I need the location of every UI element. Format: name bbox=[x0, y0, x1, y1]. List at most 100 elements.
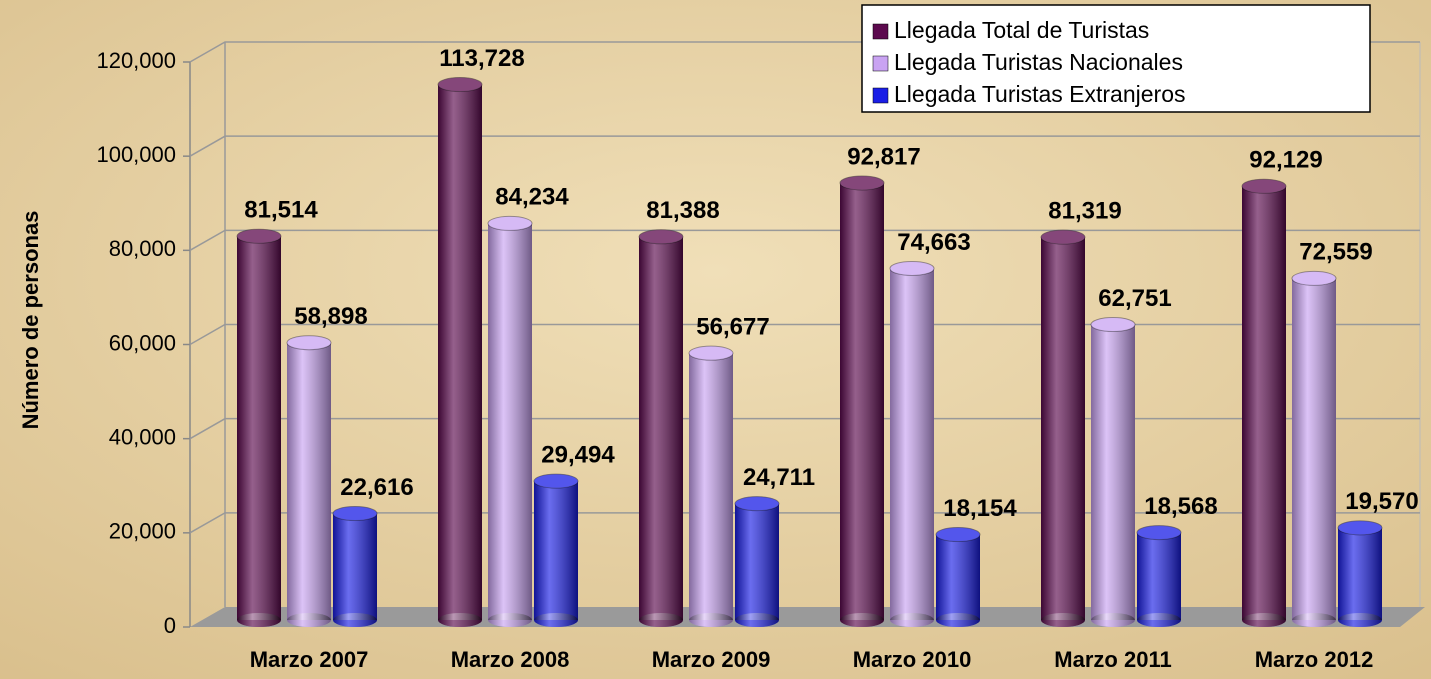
legend-swatch bbox=[872, 55, 889, 72]
value-label: 18,154 bbox=[943, 495, 1017, 522]
cylinder bbox=[688, 345, 734, 627]
value-label: 74,663 bbox=[897, 229, 970, 256]
cylinder-top bbox=[1090, 317, 1136, 333]
cylinder-top-shine bbox=[1137, 525, 1181, 540]
cylinder-shade bbox=[333, 513, 377, 620]
grid-line bbox=[189, 512, 1420, 534]
cylinder-top bbox=[1291, 270, 1337, 286]
cylinder-shade bbox=[1091, 324, 1135, 620]
grid-line bbox=[189, 135, 1420, 157]
cylinder-shade bbox=[936, 534, 980, 620]
y-tick-label: 80,000 bbox=[109, 236, 176, 261]
y-tick-label: 20,000 bbox=[109, 519, 176, 544]
cylinder-top-shine bbox=[936, 527, 980, 542]
cylinder bbox=[1136, 525, 1182, 627]
cylinder bbox=[638, 229, 684, 627]
cylinder bbox=[1337, 520, 1383, 627]
cylinder bbox=[286, 335, 332, 627]
cylinder-top bbox=[1337, 520, 1383, 536]
cylinder-top-shine bbox=[534, 474, 578, 489]
grid-line bbox=[189, 323, 1420, 346]
y-tick-label: 60,000 bbox=[109, 330, 176, 355]
cylinder-shade bbox=[735, 503, 779, 620]
cylinder bbox=[1090, 317, 1136, 627]
cylinder-shade bbox=[1041, 237, 1085, 620]
cylinder bbox=[236, 228, 282, 627]
value-label: 22,616 bbox=[340, 474, 413, 501]
cylinder bbox=[839, 175, 885, 627]
y-axis-label: Número de personas bbox=[18, 211, 43, 430]
cylinder-top bbox=[286, 335, 332, 351]
cylinder-top-shine bbox=[287, 335, 331, 350]
cylinder-top bbox=[533, 473, 579, 489]
value-label: 29,494 bbox=[541, 441, 615, 468]
cylinder bbox=[889, 260, 935, 627]
cylinder-top-shine bbox=[1242, 179, 1286, 194]
cylinder-top bbox=[236, 228, 282, 244]
value-label: 81,388 bbox=[646, 197, 719, 224]
cylinder-top-shine bbox=[1292, 271, 1336, 286]
legend-label: Llegada Turistas Extranjeros bbox=[894, 81, 1186, 107]
value-label: 56,677 bbox=[696, 313, 769, 340]
cylinder-top-shine bbox=[840, 175, 884, 190]
cylinder-shade bbox=[890, 268, 934, 620]
cylinder-top bbox=[839, 175, 885, 191]
value-label: 62,751 bbox=[1098, 285, 1171, 312]
cylinder bbox=[734, 496, 780, 627]
legend-swatch bbox=[872, 23, 889, 40]
cylinder-top bbox=[935, 527, 981, 543]
value-label: 72,559 bbox=[1299, 239, 1372, 266]
cylinder-shade bbox=[1242, 186, 1286, 620]
cylinder bbox=[1040, 229, 1086, 627]
y-tick-label: 40,000 bbox=[109, 424, 176, 449]
x-tick-label: Marzo 2011 bbox=[1054, 647, 1171, 672]
y-tick-label: 0 bbox=[164, 613, 176, 638]
value-label: 18,568 bbox=[1144, 493, 1217, 520]
cylinder-top-shine bbox=[639, 229, 683, 244]
cylinder-shade bbox=[1137, 532, 1181, 620]
cylinder bbox=[935, 527, 981, 627]
cylinder-top-shine bbox=[488, 216, 532, 231]
cylinder-top bbox=[734, 496, 780, 512]
cylinder-shade bbox=[534, 481, 578, 620]
cylinder-top bbox=[332, 506, 378, 522]
cylinder-shade bbox=[438, 84, 482, 621]
cylinder-top-shine bbox=[1041, 230, 1085, 245]
value-label: 84,234 bbox=[495, 184, 569, 211]
cylinder-top-shine bbox=[689, 346, 733, 361]
cylinder-top-shine bbox=[333, 506, 377, 521]
cylinder-top bbox=[1040, 229, 1086, 245]
cylinder-top-shine bbox=[1338, 520, 1382, 535]
cylinder-top bbox=[889, 260, 935, 276]
cylinder-top-shine bbox=[438, 77, 482, 92]
cylinder-top bbox=[688, 345, 734, 361]
cylinder-top-shine bbox=[237, 229, 281, 244]
cylinder-top-shine bbox=[735, 496, 779, 511]
cylinder-shade bbox=[1292, 278, 1336, 620]
x-tick-label: Marzo 2008 bbox=[451, 647, 570, 672]
y-tick-label: 120,000 bbox=[96, 48, 176, 73]
cylinder-top-shine bbox=[890, 261, 934, 276]
legend-swatch bbox=[872, 87, 889, 104]
x-tick-label: Marzo 2010 bbox=[853, 647, 972, 672]
value-label: 113,728 bbox=[439, 45, 524, 72]
legend-label: Llegada Turistas Nacionales bbox=[894, 49, 1183, 75]
cylinder bbox=[487, 215, 533, 627]
cylinder bbox=[1291, 270, 1337, 627]
value-label: 58,898 bbox=[294, 303, 367, 330]
legend bbox=[861, 4, 1371, 113]
cylinder bbox=[332, 506, 378, 627]
x-tick-label: Marzo 2012 bbox=[1255, 647, 1374, 672]
cylinder-top bbox=[1241, 178, 1287, 194]
value-label: 81,514 bbox=[244, 197, 318, 224]
value-label: 81,319 bbox=[1048, 197, 1121, 224]
value-label: 19,570 bbox=[1345, 488, 1418, 515]
cylinder-shade bbox=[237, 236, 281, 621]
value-label: 92,817 bbox=[847, 143, 920, 170]
value-label: 24,711 bbox=[743, 464, 815, 491]
x-tick-label: Marzo 2009 bbox=[652, 647, 771, 672]
grid-line bbox=[189, 417, 1420, 440]
cylinder-top bbox=[487, 215, 533, 231]
grid-line bbox=[189, 229, 1420, 251]
